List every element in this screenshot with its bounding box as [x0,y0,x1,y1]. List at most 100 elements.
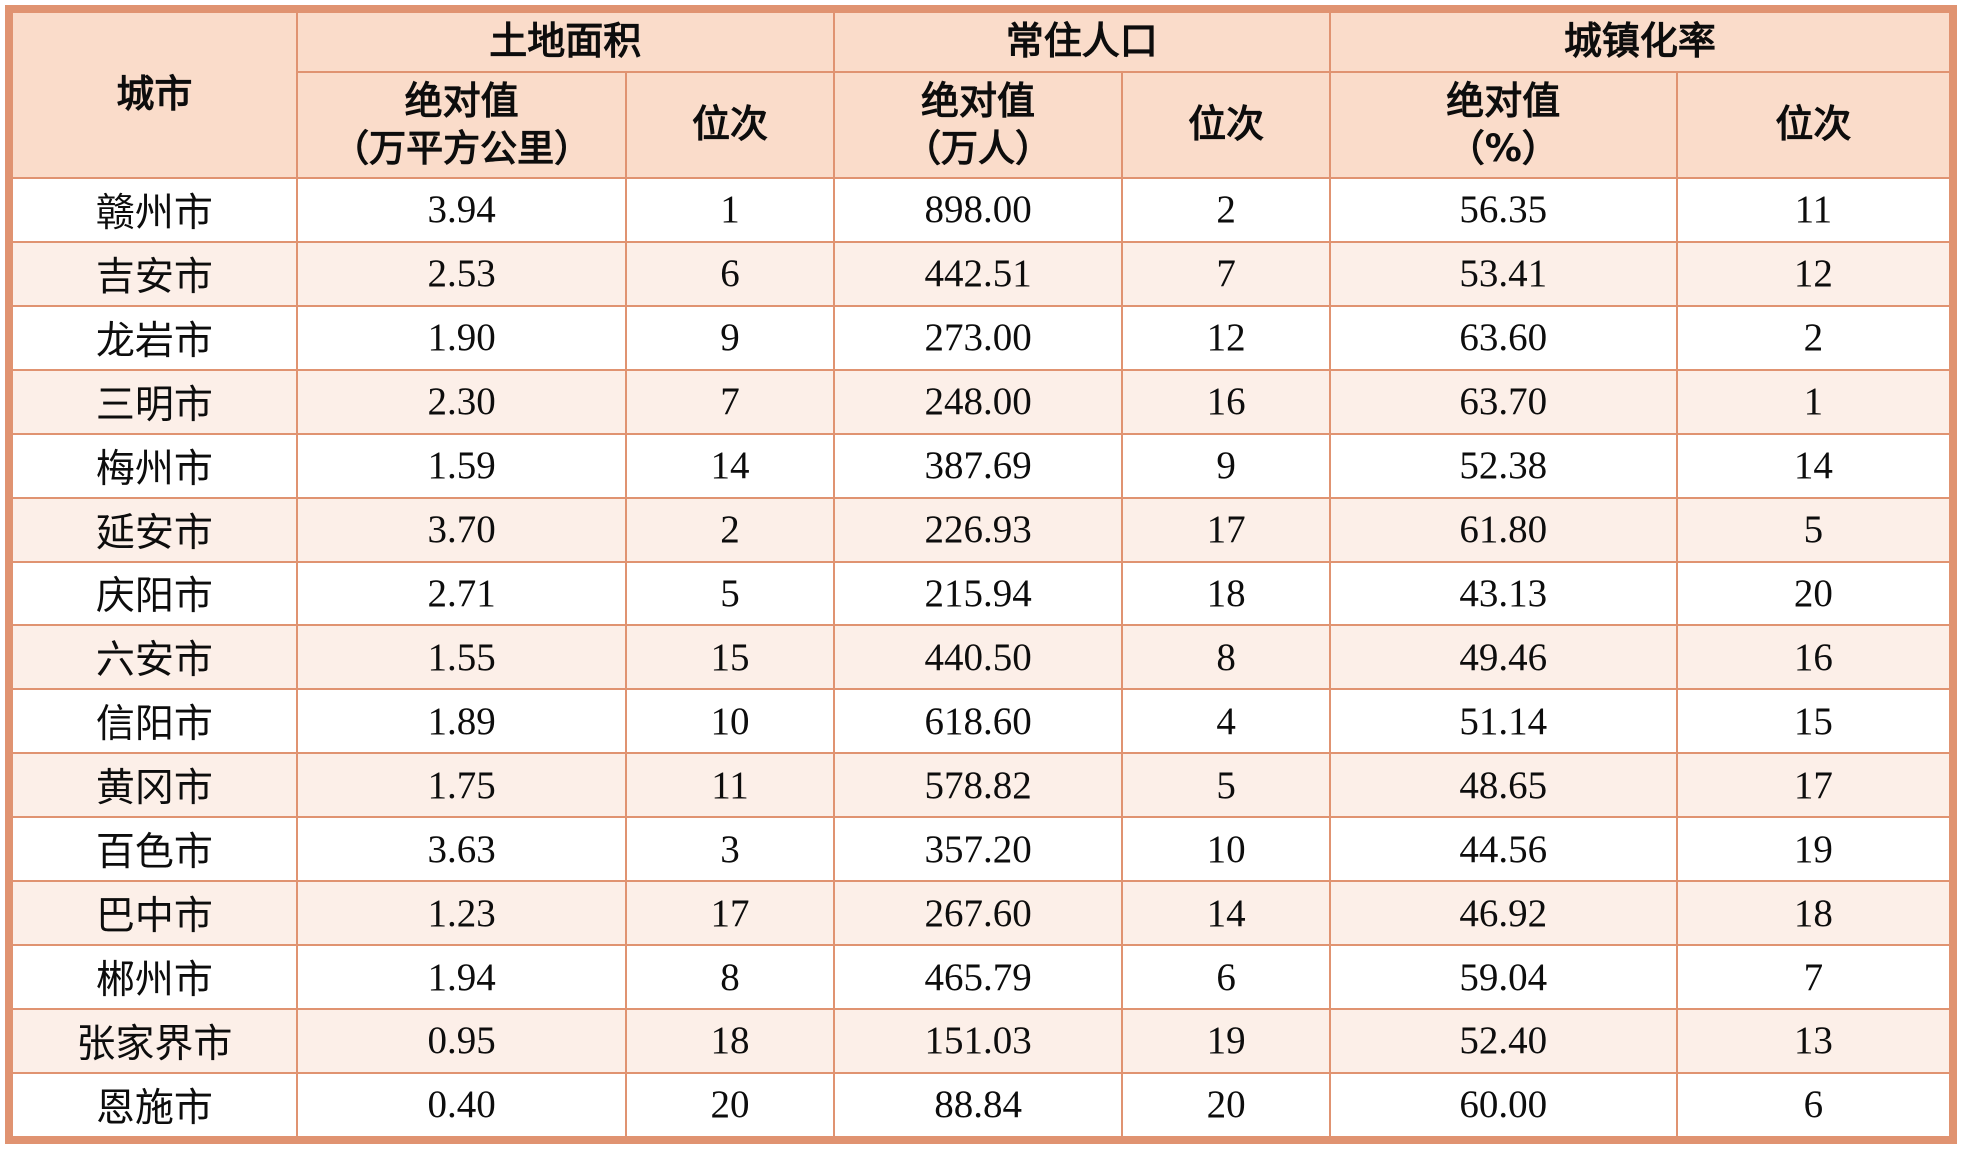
city-cell: 吉安市 [11,240,298,307]
table-row: 延安市 3.70 2 226.93 17 61.80 5 [11,496,1952,563]
urbanization-value-cell: 63.60 [1328,304,1678,371]
land-area-rank-cell: 9 [625,304,835,371]
land-area-rank-cell: 15 [625,624,835,691]
table-body: 赣州市 3.94 1 898.00 2 56.35 11 吉安市 2.53 6 442.51 7 53.… [11,177,1952,1139]
city-cell: 六安市 [11,624,298,691]
population-value-cell: 273.00 [832,304,1124,371]
population-value-cell: 88.84 [832,1071,1124,1139]
urbanization-rank-cell: 1 [1675,368,1952,435]
table-row: 赣州市 3.94 1 898.00 2 56.35 11 [11,177,1952,243]
land-area-value-cell: 1.89 [295,688,628,755]
city-cell: 黄冈市 [11,752,298,819]
urbanization-value-cell: 63.70 [1328,368,1678,435]
table-row: 百色市 3.63 3 357.20 10 44.56 19 [11,816,1952,883]
city-statistics-table-frame: 城市 土地面积 常住人口 城镇化率 绝对值 （万平方公里） 位次 绝对值 （万人… [5,5,1957,1144]
land-area-rank-cell: 20 [625,1071,835,1139]
city-cell: 巴中市 [11,880,298,947]
land-area-rank-cell: 5 [625,560,835,627]
land-area-value-cell: 1.75 [295,752,628,819]
urbanization-rank-cell: 17 [1675,752,1952,819]
population-value-cell: 248.00 [832,368,1124,435]
header-population-rank: 位次 [1121,71,1331,179]
land-area-value-cell: 1.59 [295,432,628,499]
population-value-cell: 898.00 [832,177,1124,243]
header-land-area-absolute: 绝对值 （万平方公里） [295,71,628,179]
population-value-cell: 618.60 [832,688,1124,755]
urbanization-rank-cell: 15 [1675,688,1952,755]
table-row: 黄冈市 1.75 11 578.82 5 48.65 17 [11,752,1952,819]
population-rank-cell: 12 [1121,304,1331,371]
urbanization-rank-cell: 20 [1675,560,1952,627]
city-cell: 龙岩市 [11,304,298,371]
land-area-value-cell: 2.71 [295,560,628,627]
header-group-urbanization: 城镇化率 [1328,11,1952,73]
table-row: 庆阳市 2.71 5 215.94 18 43.13 20 [11,560,1952,627]
city-cell: 恩施市 [11,1071,298,1139]
urbanization-value-cell: 60.00 [1328,1071,1678,1139]
urbanization-rank-cell: 2 [1675,304,1952,371]
city-statistics-table: 城市 土地面积 常住人口 城镇化率 绝对值 （万平方公里） 位次 绝对值 （万人… [11,11,1952,1139]
urbanization-value-cell: 44.56 [1328,816,1678,883]
urbanization-rank-cell: 19 [1675,816,1952,883]
land-area-value-cell: 0.40 [295,1071,628,1139]
urbanization-value-cell: 59.04 [1328,944,1678,1010]
urbanization-value-cell: 52.40 [1328,1007,1678,1074]
header-population-absolute-label: 绝对值 [921,79,1036,124]
urbanization-rank-cell: 16 [1675,624,1952,691]
header-land-area-rank: 位次 [625,71,835,179]
header-land-area-unit: （万平方公里） [332,126,592,170]
urbanization-value-cell: 52.38 [1328,432,1678,499]
table-row: 恩施市 0.40 20 88.84 20 60.00 6 [11,1071,1952,1139]
population-rank-cell: 2 [1121,177,1331,243]
urbanization-rank-cell: 11 [1675,177,1952,243]
urbanization-value-cell: 53.41 [1328,240,1678,307]
population-rank-cell: 4 [1121,688,1331,755]
city-cell: 庆阳市 [11,560,298,627]
urbanization-rank-cell: 7 [1675,944,1952,1010]
city-cell: 张家界市 [11,1007,298,1074]
land-area-rank-cell: 7 [625,368,835,435]
population-rank-cell: 19 [1121,1007,1331,1074]
table-row: 巴中市 1.23 17 267.60 14 46.92 18 [11,880,1952,947]
table-row: 梅州市 1.59 14 387.69 9 52.38 14 [11,432,1952,499]
header-population-unit: （万人） [904,126,1053,170]
population-value-cell: 151.03 [832,1007,1124,1074]
urbanization-value-cell: 49.46 [1328,624,1678,691]
population-rank-cell: 10 [1121,816,1331,883]
land-area-value-cell: 1.55 [295,624,628,691]
land-area-rank-cell: 2 [625,496,835,563]
city-cell: 三明市 [11,368,298,435]
urbanization-value-cell: 51.14 [1328,688,1678,755]
header-group-population: 常住人口 [832,11,1331,73]
population-value-cell: 578.82 [832,752,1124,819]
land-area-rank-cell: 8 [625,944,835,1010]
land-area-value-cell: 1.94 [295,944,628,1010]
land-area-rank-cell: 18 [625,1007,835,1074]
header-urbanization-rank: 位次 [1675,71,1952,179]
population-rank-cell: 6 [1121,944,1331,1010]
urbanization-value-cell: 43.13 [1328,560,1678,627]
land-area-value-cell: 3.63 [295,816,628,883]
population-value-cell: 465.79 [832,944,1124,1010]
population-value-cell: 357.20 [832,816,1124,883]
city-cell: 信阳市 [11,688,298,755]
urbanization-rank-cell: 14 [1675,432,1952,499]
land-area-value-cell: 1.23 [295,880,628,947]
land-area-rank-cell: 3 [625,816,835,883]
land-area-value-cell: 0.95 [295,1007,628,1074]
header-land-area-absolute-label: 绝对值 [404,79,519,124]
land-area-rank-cell: 14 [625,432,835,499]
city-cell: 赣州市 [11,177,298,243]
population-value-cell: 442.51 [832,240,1124,307]
urbanization-value-cell: 56.35 [1328,177,1678,243]
header-urbanization-unit: （%） [1447,126,1559,170]
table-row: 张家界市 0.95 18 151.03 19 52.40 13 [11,1007,1952,1074]
population-rank-cell: 7 [1121,240,1331,307]
population-value-cell: 440.50 [832,624,1124,691]
land-area-rank-cell: 6 [625,240,835,307]
table-row: 龙岩市 1.90 9 273.00 12 63.60 2 [11,304,1952,371]
population-rank-cell: 16 [1121,368,1331,435]
table-row: 六安市 1.55 15 440.50 8 49.46 16 [11,624,1952,691]
header-urbanization-absolute-label: 绝对值 [1446,79,1561,124]
population-rank-cell: 9 [1121,432,1331,499]
